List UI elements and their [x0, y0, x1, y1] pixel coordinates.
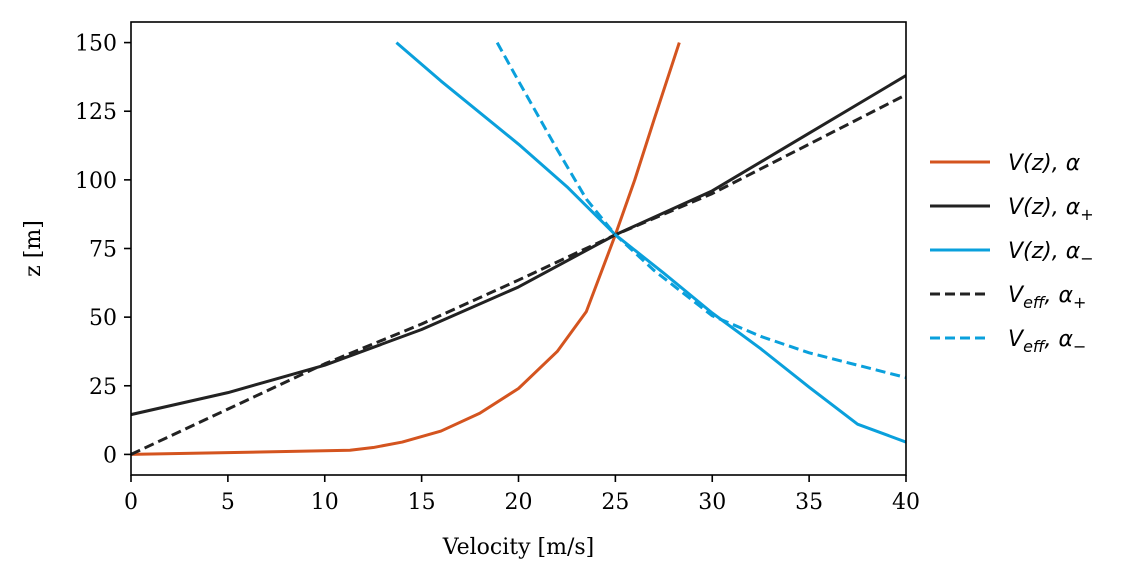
y-tick-label: 25: [89, 375, 117, 400]
legend-label-5: Veff, α−: [1008, 327, 1086, 356]
x-tick-label: 15: [408, 490, 436, 515]
legend-label-1: V(z), α: [1008, 151, 1081, 176]
x-tick-label: 10: [311, 490, 339, 515]
series-line-3: [395, 41, 906, 444]
x-tick-label: 35: [795, 490, 823, 515]
y-tick-label: 0: [103, 443, 117, 468]
x-tick-label: 25: [601, 490, 629, 515]
x-axis-title: Velocity [m/s]: [442, 535, 595, 560]
legend: V(z), α V(z), α+ V(z), α− Veff, α+ Veff, α−: [930, 151, 1094, 356]
y-tick-label: 50: [89, 306, 117, 331]
plot-frame: [130, 21, 907, 476]
ticks-layer: 0 5 10 15 20 25 30 35 40 0 25 50 75 100 125 150: [75, 32, 920, 515]
series-line-1: [131, 42, 681, 456]
y-tick-label: 75: [89, 238, 117, 263]
legend-label-3: V(z), α−: [1008, 239, 1094, 268]
y-tick-label: 150: [75, 32, 117, 57]
x-tick-label: 5: [221, 490, 235, 515]
y-tick-label: 100: [75, 169, 117, 194]
series-line-5: [495, 41, 906, 379]
x-tick-label: 30: [698, 490, 726, 515]
x-tick-label: 20: [505, 490, 533, 515]
series-line-4: [131, 93, 906, 456]
x-tick-label: 40: [892, 490, 920, 515]
series-line-2: [131, 74, 906, 417]
series-layer: [131, 41, 906, 456]
legend-label-4: Veff, α+: [1008, 283, 1086, 312]
legend-label-2: V(z), α+: [1008, 195, 1094, 224]
x-tick-label: 0: [124, 490, 138, 515]
y-axis-title: z [m]: [21, 220, 46, 277]
y-tick-label: 125: [75, 100, 117, 125]
